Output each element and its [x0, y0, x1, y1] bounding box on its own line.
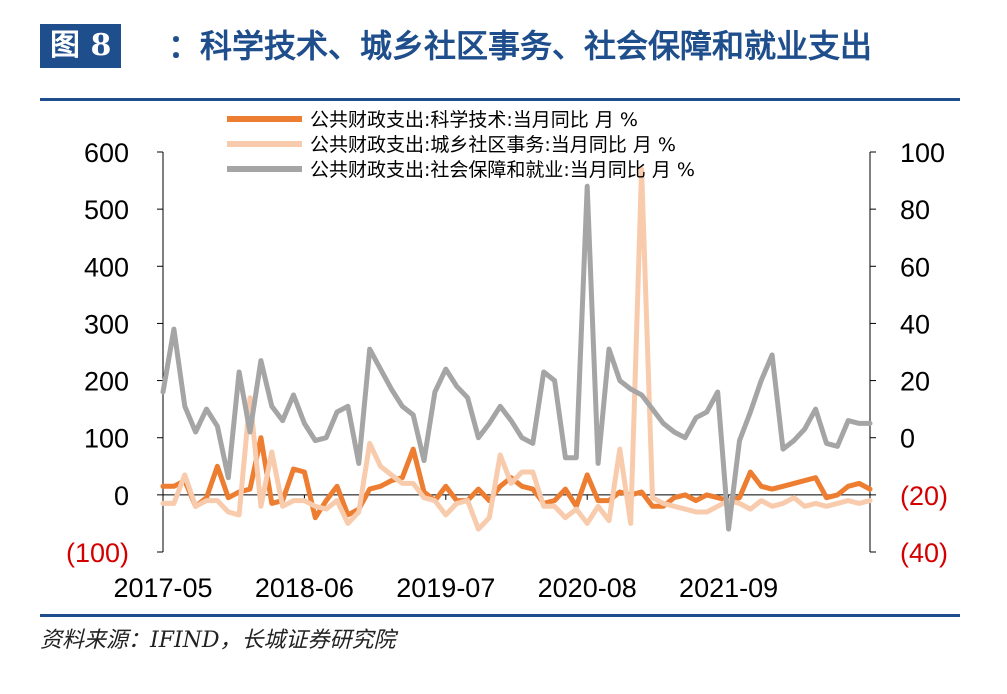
header-divider	[40, 98, 960, 101]
footer-divider	[40, 614, 960, 617]
line-chart: 6005004003002001000(100)100806040200(20)…	[66, 109, 948, 603]
right-tick-label: (20)	[900, 481, 948, 511]
source-note: 资料来源：IFIND，长城证券研究院	[40, 628, 396, 653]
legend-label-1: 公共财政支出:科学技术:当月同比 月 %	[310, 109, 638, 131]
right-tick-label: 80	[900, 195, 930, 225]
right-tick-label: 20	[900, 367, 930, 397]
right-tick-label: 60	[900, 252, 930, 282]
left-tick-label: (100)	[66, 538, 129, 568]
x-tick-label: 2018-06	[255, 573, 354, 603]
left-tick-label: 0	[114, 481, 129, 511]
left-tick-label: 400	[84, 252, 129, 282]
x-tick-label: 2019-07	[396, 573, 495, 603]
left-tick-label: 600	[84, 138, 129, 168]
right-tick-label: 40	[900, 309, 930, 339]
series-line-3	[160, 183, 873, 532]
x-tick-label: 2021-09	[679, 573, 778, 603]
left-tick-label: 100	[84, 424, 129, 454]
figure-number-badge: 图 8	[40, 24, 122, 68]
figure-header: 图 8 ：科学技术、城乡社区事务、社会保障和就业支出	[40, 20, 960, 74]
figure-title: ：科学技术、城乡社区事务、社会保障和就业支出	[168, 27, 873, 65]
x-tick-label: 2017-05	[113, 573, 212, 603]
x-tick-label: 2020-08	[538, 573, 637, 603]
left-tick-label: 200	[84, 367, 129, 397]
left-tick-label: 500	[84, 195, 129, 225]
left-tick-label: 300	[84, 309, 129, 339]
series-line-2	[160, 166, 873, 532]
right-tick-label: 0	[900, 424, 915, 454]
right-tick-label: 100	[900, 138, 945, 168]
legend-label-2: 公共财政支出:城乡社区事务:当月同比 月 %	[310, 134, 676, 156]
legend-label-3: 公共财政支出:社会保障和就业:当月同比 月 %	[310, 159, 695, 181]
right-tick-label: (40)	[900, 538, 948, 568]
